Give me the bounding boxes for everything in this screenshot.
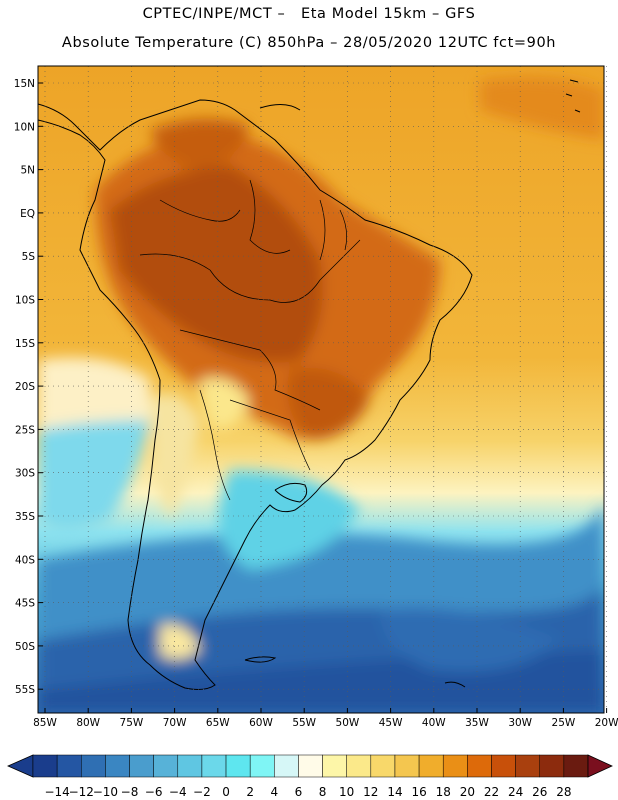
colorbar-label: −4: [169, 785, 187, 799]
colorbar-swatch: [322, 754, 347, 778]
lon-label: 70W: [163, 717, 187, 729]
title-line-1: CPTEC/INPE/MCT – Eta Model 15km – GFS: [142, 6, 476, 22]
colorbar-label: 4: [270, 785, 278, 799]
colorbar-swatch: [442, 754, 468, 778]
colorbar-label: 12: [363, 785, 378, 799]
colorbar-swatch: [394, 754, 420, 778]
colorbar-right-arrow: [587, 754, 613, 778]
lon-label: 30W: [508, 717, 532, 729]
colorbar-label: −12: [69, 785, 94, 799]
colorbar-swatch: [225, 754, 251, 778]
colorbar-label: 6: [295, 785, 303, 799]
longitude-labels: 85W 80W 75W 70W 65W 60W 55W 50W 45W 40W 35W 30W 25W 2…: [33, 708, 618, 729]
lat-label: 30S: [15, 468, 35, 480]
colorbar-label: 24: [508, 785, 523, 799]
colorbar-swatch: [491, 754, 516, 778]
colorbar-label: 2: [246, 785, 254, 799]
colorbar-swatch: [129, 754, 154, 778]
lon-label: 75W: [120, 717, 144, 729]
colorbar-label: 8: [319, 785, 327, 799]
coastlines: [38, 79, 581, 690]
lon-label: 35W: [465, 717, 489, 729]
colorbar-swatch: [177, 754, 203, 778]
lon-label: 80W: [76, 717, 100, 729]
colorbar-label: −6: [145, 785, 163, 799]
lat-label: 5S: [22, 251, 36, 263]
lon-label: 20W: [595, 717, 618, 729]
map-frame: [37, 65, 605, 714]
colorbar: −14−12−10 −8 −6 −4 −2 0 2 4 6 8 10 12 14 16 18 20 22 24 26…: [7, 754, 613, 799]
lat-label: 45S: [15, 598, 35, 610]
colorbar-label: −14: [44, 785, 69, 799]
lat-label: 10S: [15, 295, 35, 307]
lat-label: 15N: [14, 78, 35, 90]
colorbar-swatch: [346, 754, 372, 778]
country-borders: [139, 179, 361, 501]
colorbar-label: 0: [222, 785, 230, 799]
lon-label: 65W: [206, 717, 230, 729]
colorbar-swatch: [298, 754, 323, 778]
lat-label: 40S: [15, 554, 35, 566]
colorbar-swatch: [539, 754, 565, 778]
colorbar-swatch: [274, 754, 299, 778]
lat-label: EQ: [20, 208, 35, 220]
lat-label: 55S: [15, 684, 35, 696]
colorbar-label: 28: [556, 785, 571, 799]
lat-label: 50S: [15, 641, 35, 653]
colorbar-label: 14: [387, 785, 402, 799]
lat-label: 20S: [15, 381, 35, 393]
colorbar-swatch: [201, 754, 227, 778]
lon-label: 40W: [422, 717, 446, 729]
colorbar-label: −8: [121, 785, 139, 799]
lon-label: 45W: [379, 717, 403, 729]
colorbar-swatch: [56, 754, 82, 778]
colorbar-swatch: [370, 754, 396, 778]
colorbar-swatch: [249, 754, 275, 778]
latitude-labels: 15N 10N 5N EQ 5S 10S 15S 20S 25S 30S 35S 40S 45S 50S 5…: [14, 78, 43, 696]
lat-label: 10N: [14, 121, 35, 133]
colorbar-swatch: [515, 754, 540, 778]
lon-label: 25W: [552, 717, 576, 729]
lon-label: 55W: [292, 717, 316, 729]
colorbar-swatch: [153, 754, 179, 778]
lat-label: 35S: [15, 511, 35, 523]
colorbar-swatch: [105, 754, 130, 778]
colorbar-label: 22: [484, 785, 499, 799]
colorbar-label: 26: [532, 785, 547, 799]
temperature-field: [38, 66, 604, 713]
colorbar-swatch: [32, 754, 58, 778]
colorbar-label: −2: [193, 785, 211, 799]
colorbar-swatch: [467, 754, 492, 778]
colorbar-swatch: [418, 754, 444, 778]
colorbar-swatch: [563, 754, 589, 778]
colorbar-label: 10: [339, 785, 354, 799]
colorbar-left-arrow: [7, 754, 34, 778]
colorbar-swatch: [81, 754, 106, 778]
lon-label: 60W: [249, 717, 273, 729]
colorbar-label: 18: [436, 785, 451, 799]
lon-label: 50W: [336, 717, 360, 729]
lon-label: 85W: [33, 717, 57, 729]
lat-label: 5N: [20, 165, 35, 177]
colorbar-label: 16: [411, 785, 426, 799]
colorbar-label: −10: [93, 785, 118, 799]
title-line-2: Absolute Temperature (C) 850hPa – 28/05/…: [61, 35, 557, 51]
lat-label: 25S: [15, 424, 35, 436]
colorbar-label: 20: [460, 785, 475, 799]
lat-label: 15S: [15, 338, 35, 350]
